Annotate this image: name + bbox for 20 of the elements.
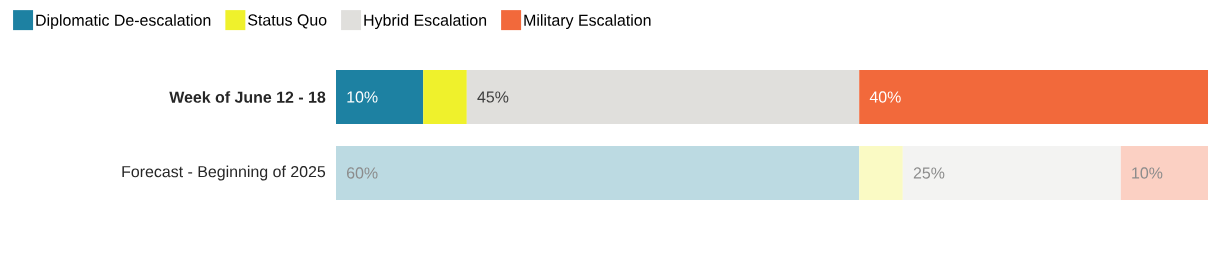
data-label: 10% [347,91,378,103]
data-label: 60% [347,167,378,179]
legend-label: Hybrid Escalation [364,14,487,30]
bar [423,70,467,124]
bar [859,70,1209,124]
bar [336,70,424,124]
data-label: 25% [913,167,945,179]
data-label: 40% [869,91,901,103]
bar [1120,146,1209,200]
bar [902,146,1121,200]
y-tick-label: Week of June 12 - 18 [169,91,326,103]
bar [336,146,860,200]
data-label: 45% [477,91,509,103]
y-tick-label: Forecast - Beginning of 2025 [122,165,326,181]
legend-label: Diplomatic De-escalation [36,14,211,30]
data-label: 10% [1132,167,1163,179]
legend-label: Status Quo [248,14,327,29]
bar [859,146,903,200]
legend-label: Military Escalation [524,14,651,30]
bar [466,70,860,124]
